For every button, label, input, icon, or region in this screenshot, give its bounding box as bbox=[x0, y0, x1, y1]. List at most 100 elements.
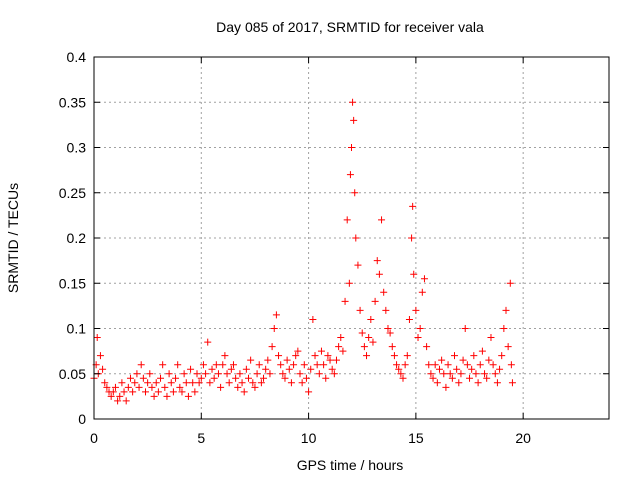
data-point bbox=[234, 383, 242, 391]
data-point bbox=[287, 379, 295, 387]
y-tick-label: 0.15 bbox=[59, 275, 86, 291]
data-point bbox=[399, 374, 407, 382]
data-point bbox=[423, 343, 431, 351]
data-point bbox=[414, 334, 422, 342]
data-point bbox=[240, 388, 248, 396]
data-point bbox=[184, 392, 192, 400]
data-point bbox=[229, 361, 237, 369]
data-point bbox=[305, 388, 313, 396]
data-points bbox=[90, 98, 516, 405]
data-point bbox=[468, 365, 476, 373]
data-point bbox=[114, 397, 122, 405]
data-point bbox=[232, 374, 240, 382]
data-point bbox=[367, 315, 375, 323]
data-point bbox=[341, 297, 349, 305]
data-point bbox=[378, 216, 386, 224]
data-point bbox=[309, 315, 317, 323]
data-point bbox=[109, 388, 117, 396]
data-point bbox=[335, 343, 343, 351]
data-point bbox=[238, 379, 246, 387]
data-point bbox=[191, 388, 199, 396]
data-point bbox=[197, 374, 205, 382]
data-point bbox=[150, 392, 158, 400]
data-point bbox=[403, 352, 411, 360]
data-point bbox=[395, 365, 403, 373]
data-point bbox=[131, 379, 139, 387]
y-tick-label: 0.2 bbox=[67, 230, 87, 246]
x-tick-label: 0 bbox=[90, 430, 98, 446]
data-point bbox=[326, 356, 334, 364]
data-point bbox=[290, 361, 298, 369]
data-point bbox=[169, 388, 177, 396]
data-point bbox=[214, 370, 222, 378]
data-point bbox=[457, 370, 465, 378]
data-point bbox=[257, 379, 265, 387]
data-point bbox=[412, 306, 420, 314]
data-point bbox=[446, 370, 454, 378]
data-point bbox=[146, 370, 154, 378]
data-point bbox=[255, 361, 263, 369]
chart-title: Day 085 of 2017, SRMTID for receiver val… bbox=[216, 19, 484, 35]
data-point bbox=[418, 288, 426, 296]
data-point bbox=[206, 379, 214, 387]
y-axis-ticks: 0 0.05 0.1 0.15 0.2 0.25 0.3 0.35 0.4 bbox=[59, 49, 609, 427]
data-point bbox=[176, 383, 184, 391]
data-point bbox=[410, 270, 418, 278]
data-point bbox=[448, 374, 456, 382]
data-point bbox=[485, 356, 493, 364]
data-point bbox=[332, 356, 340, 364]
data-point bbox=[487, 334, 495, 342]
data-point bbox=[438, 356, 446, 364]
data-point bbox=[352, 234, 360, 242]
data-point bbox=[139, 374, 147, 382]
data-point bbox=[354, 261, 362, 269]
data-point bbox=[264, 356, 272, 364]
y-tick-label: 0.3 bbox=[67, 140, 87, 156]
data-point bbox=[236, 370, 244, 378]
data-point bbox=[433, 379, 441, 387]
data-point bbox=[208, 365, 216, 373]
data-point bbox=[189, 379, 197, 387]
data-point bbox=[227, 365, 235, 373]
data-point bbox=[298, 379, 306, 387]
data-point bbox=[500, 325, 508, 332]
y-tick-label: 0.35 bbox=[59, 94, 86, 110]
data-point bbox=[442, 383, 450, 391]
data-point bbox=[408, 234, 416, 242]
data-point bbox=[187, 365, 195, 373]
data-point bbox=[120, 388, 128, 396]
data-point bbox=[440, 370, 448, 378]
data-point bbox=[470, 352, 478, 360]
data-point bbox=[358, 329, 366, 337]
data-point bbox=[242, 365, 250, 373]
data-point bbox=[506, 279, 514, 287]
data-point bbox=[478, 347, 486, 355]
data-point bbox=[339, 347, 347, 355]
data-point bbox=[416, 325, 424, 332]
data-point bbox=[199, 361, 207, 369]
data-point bbox=[360, 343, 368, 351]
data-point bbox=[427, 370, 435, 378]
data-point bbox=[388, 343, 396, 351]
data-point bbox=[330, 370, 338, 378]
data-point bbox=[382, 306, 390, 314]
data-point bbox=[371, 297, 379, 305]
data-point bbox=[225, 379, 233, 387]
data-point bbox=[491, 370, 499, 378]
x-tick-label: 5 bbox=[197, 430, 205, 446]
data-point bbox=[405, 315, 413, 323]
data-point bbox=[461, 325, 469, 332]
x-axis-label: GPS time / hours bbox=[297, 457, 404, 473]
data-point bbox=[204, 338, 212, 346]
data-point bbox=[245, 374, 252, 382]
data-point bbox=[180, 370, 188, 378]
data-point bbox=[343, 216, 351, 224]
data-point bbox=[285, 365, 293, 373]
data-point bbox=[453, 365, 461, 373]
data-point bbox=[294, 347, 302, 355]
data-point bbox=[435, 365, 443, 373]
data-point bbox=[101, 379, 109, 387]
y-tick-label: 0.25 bbox=[59, 185, 86, 201]
data-point bbox=[118, 379, 126, 387]
x-tick-label: 10 bbox=[301, 430, 317, 446]
